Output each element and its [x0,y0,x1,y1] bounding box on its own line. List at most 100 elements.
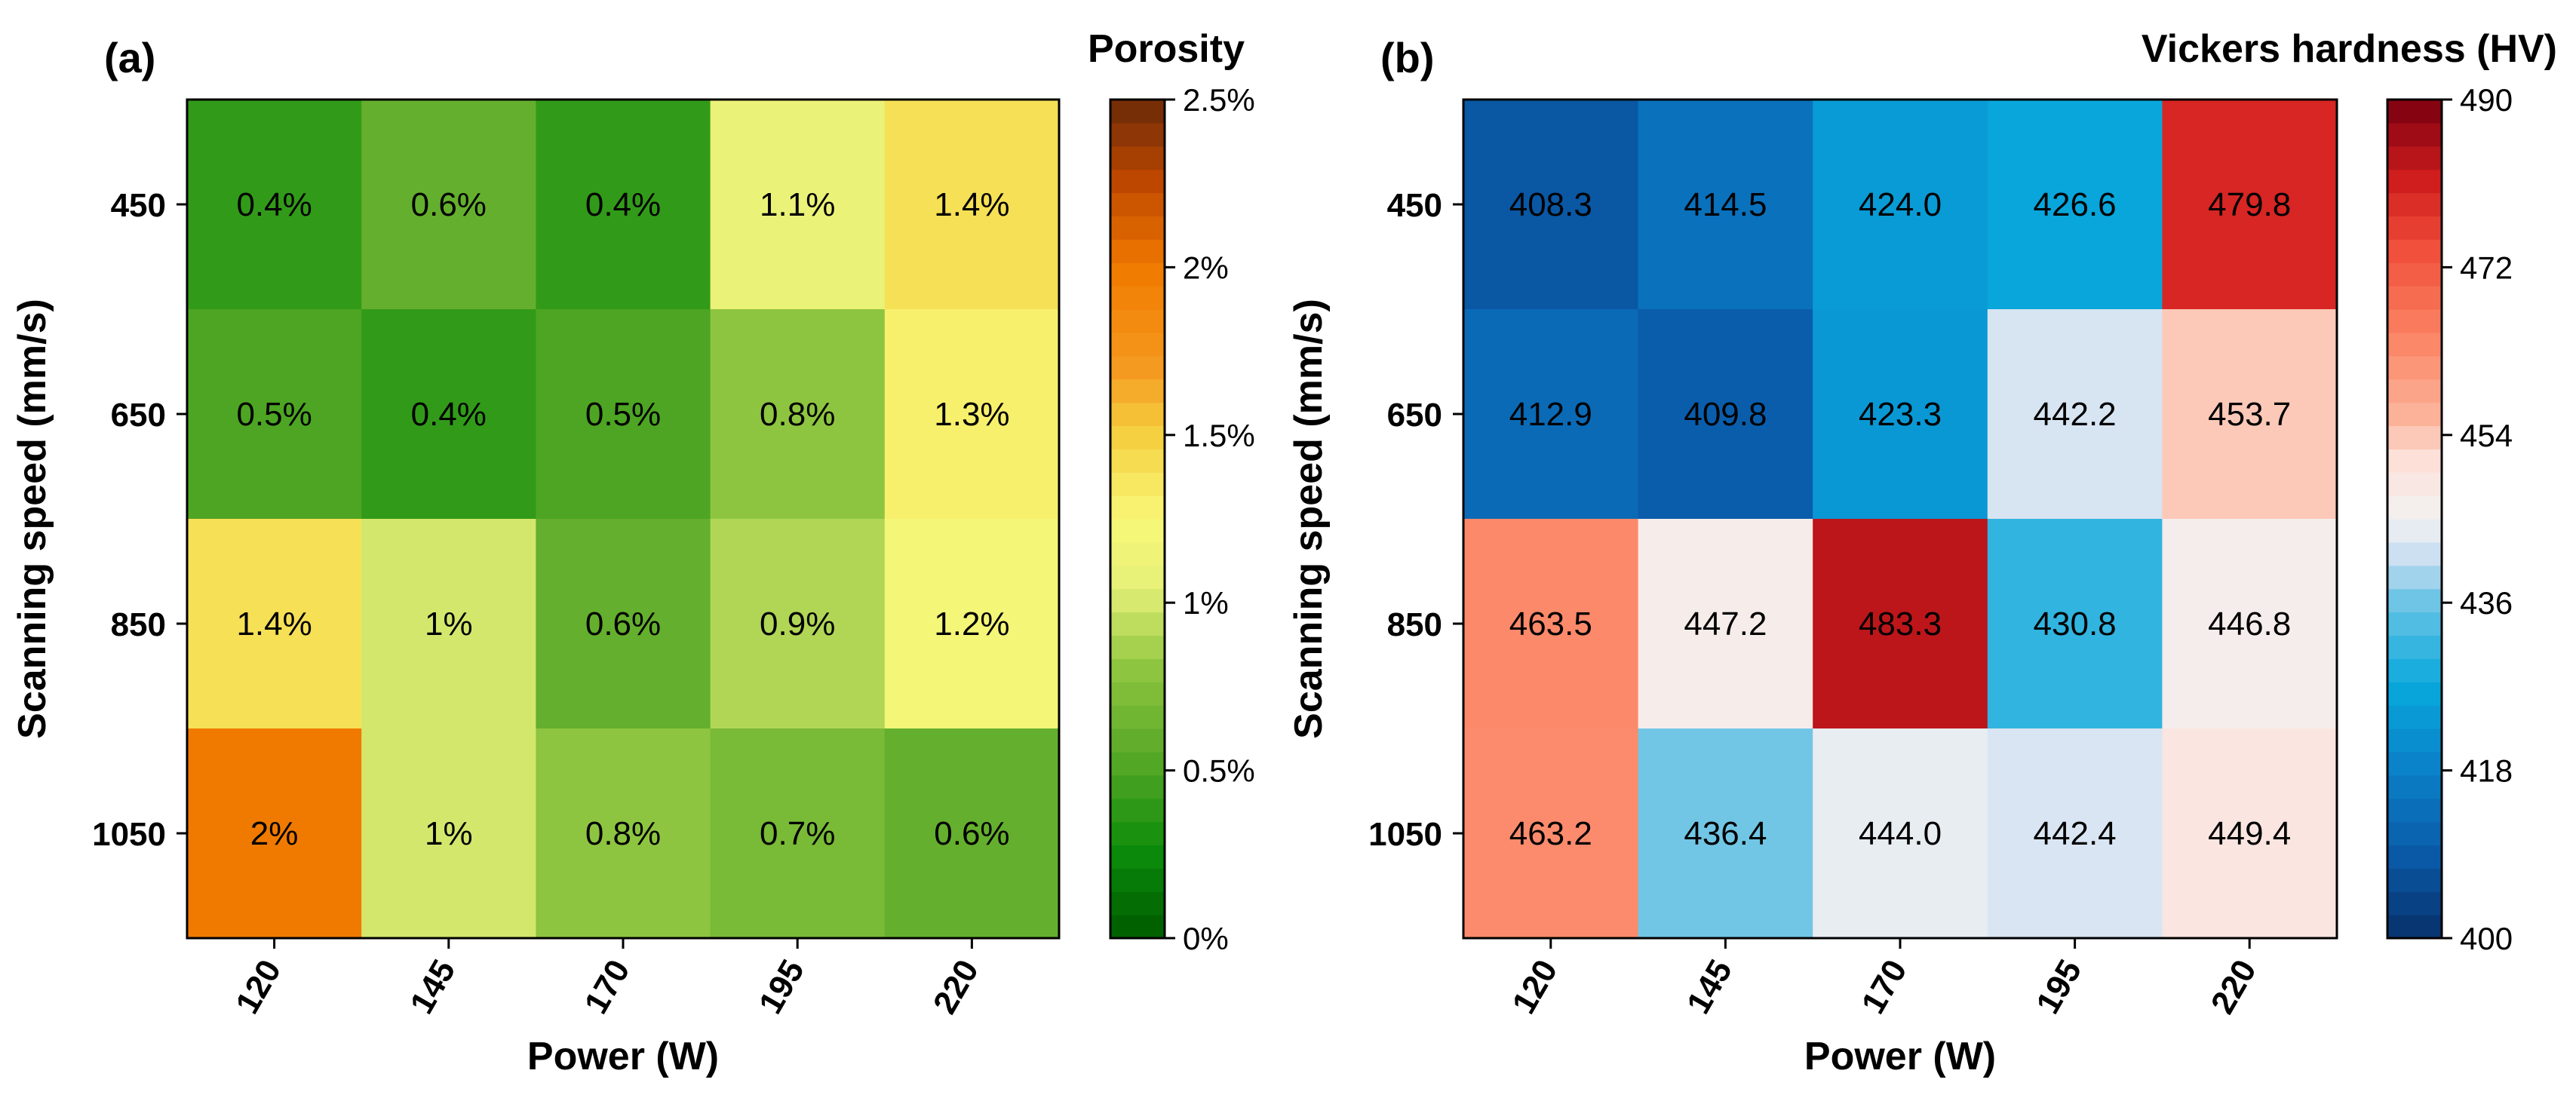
colorbar-band [2387,845,2442,869]
colorbar-band [2387,774,2442,799]
colorbar-band [2387,541,2442,566]
cell-value-label: 412.9 [1509,396,1592,433]
heatmap-cell [1463,100,1639,310]
colorbar-band [2387,588,2442,613]
colorbar-band [1110,705,1165,729]
heatmap-cell [2162,309,2338,520]
colorbar-band [1110,216,1165,240]
colorbar-band [2387,192,2442,217]
heatmap-cell [884,519,1060,729]
colorbar-band [2387,122,2442,147]
colorbar-band [2387,332,2442,357]
colorbar-band [1110,122,1165,147]
colorbar-band [1110,915,1165,939]
heatmap-cell [1813,519,1988,729]
heatmap-cell [1463,519,1639,729]
colorbar-band [1110,379,1165,403]
colorbar-band [1110,519,1165,543]
colorbar-band [2387,286,2442,310]
colorbar-band [1110,798,1165,823]
cell-value-label: 0.9% [760,606,835,643]
colorbar-band [1110,262,1165,287]
colorbar-band [2387,728,2442,753]
heatmap-cell [536,519,711,729]
colorbar-tick-label: 454 [2460,418,2513,453]
colorbar-band [2387,402,2442,427]
y-tick-label: 850 [111,606,166,643]
colorbar-band [2387,821,2442,846]
cell-value-label: 0.6% [411,186,487,223]
heatmap-cell [710,519,886,729]
colorbar-frame [1109,98,1166,940]
cell-value-label: 463.5 [1509,606,1592,643]
colorbar-band [1110,472,1165,496]
colorbar-band [2387,612,2442,636]
colorbar-band [1110,332,1165,357]
cell-value-label: 424.0 [1859,186,1942,223]
heatmap-cell [187,309,362,520]
cell-value-label: 0.7% [760,815,835,852]
heatmap-cell [1813,728,1988,939]
colorbar-band [1110,728,1165,753]
cell-value-label: 426.6 [2034,186,2117,223]
cell-value-label: 0.6% [585,606,661,643]
heatmap-cell [1638,728,1813,939]
heatmap-cell [884,100,1060,310]
y-axis-title: Scanning speed (mm/s) [1287,299,1331,739]
heatmap-cell [1463,728,1639,939]
colorbar-band [1110,425,1165,449]
colorbar-band [1110,286,1165,310]
colorbar-band [1110,239,1165,263]
colorbar-band [2387,379,2442,403]
y-axis-title: Scanning speed (mm/s) [11,299,54,739]
x-tick-label: 170 [1855,954,1914,1020]
heatmap-cell [361,309,536,520]
cell-value-label: 1.2% [934,606,1009,643]
cell-value-label: 453.7 [2208,396,2291,433]
colorbar-tick-label: 1.5% [1183,418,1255,453]
heatmap-cell [187,100,362,310]
colorbar-tick-label: 436 [2460,585,2513,621]
cell-value-label: 408.3 [1509,186,1592,223]
colorbar-band [2387,100,2442,124]
colorbar-band [1110,774,1165,799]
heatmap-cell [361,728,536,939]
colorbar-band [1110,146,1165,170]
colorbar-band [2387,169,2442,194]
colorbar-tick-label: 1% [1183,585,1229,621]
heatmap-cell [2162,728,2338,939]
colorbar-tick-label: 490 [2460,82,2513,118]
colorbar-band [2387,798,2442,823]
y-tick-label: 450 [1387,187,1442,224]
cell-value-label: 449.4 [2208,815,2291,852]
x-axis-title: Power (W) [527,1035,719,1078]
colorbar-band [2387,425,2442,449]
heatmap-cell [710,309,886,520]
colorbar-tick-label: 0.5% [1183,753,1255,789]
cell-value-label: 0.8% [585,815,661,852]
panel-hardness: (b) Vickers hardness (HV) 408.3 414.5 424.0 4… [1287,27,2557,1078]
cell-value-label: 0.4% [585,186,661,223]
panel-porosity: (a) Porosity 0.4% 0.6% 0.4% 1.1% 1.4% 0.5% 0.4% 0… [11,27,1255,1078]
cell-value-label: 436.4 [1684,815,1767,852]
cell-value-label: 0.4% [236,186,312,223]
colorbar-band [1110,751,1165,776]
heatmap-cell [710,728,886,939]
heatmap-cell [710,100,886,310]
cell-value-label: 423.3 [1859,396,1942,433]
cell-value-label: 1.3% [934,396,1009,433]
cell-value-label: 483.3 [1859,606,1942,643]
heatmap-cell [1638,100,1813,310]
colorbar-band [2387,565,2442,590]
heatmap-cell [1987,309,2163,520]
colorbar-band [2387,682,2442,706]
colorbar-band [1110,565,1165,590]
heatmap-cell [1463,309,1639,520]
cell-value-label: 442.2 [2034,396,2117,433]
x-tick-label: 195 [752,954,812,1020]
cell-value-label: 1.1% [760,186,835,223]
cell-value-label: 446.8 [2208,606,2291,643]
x-tick-label: 145 [403,954,462,1020]
cell-value-label: 447.2 [1684,606,1767,643]
